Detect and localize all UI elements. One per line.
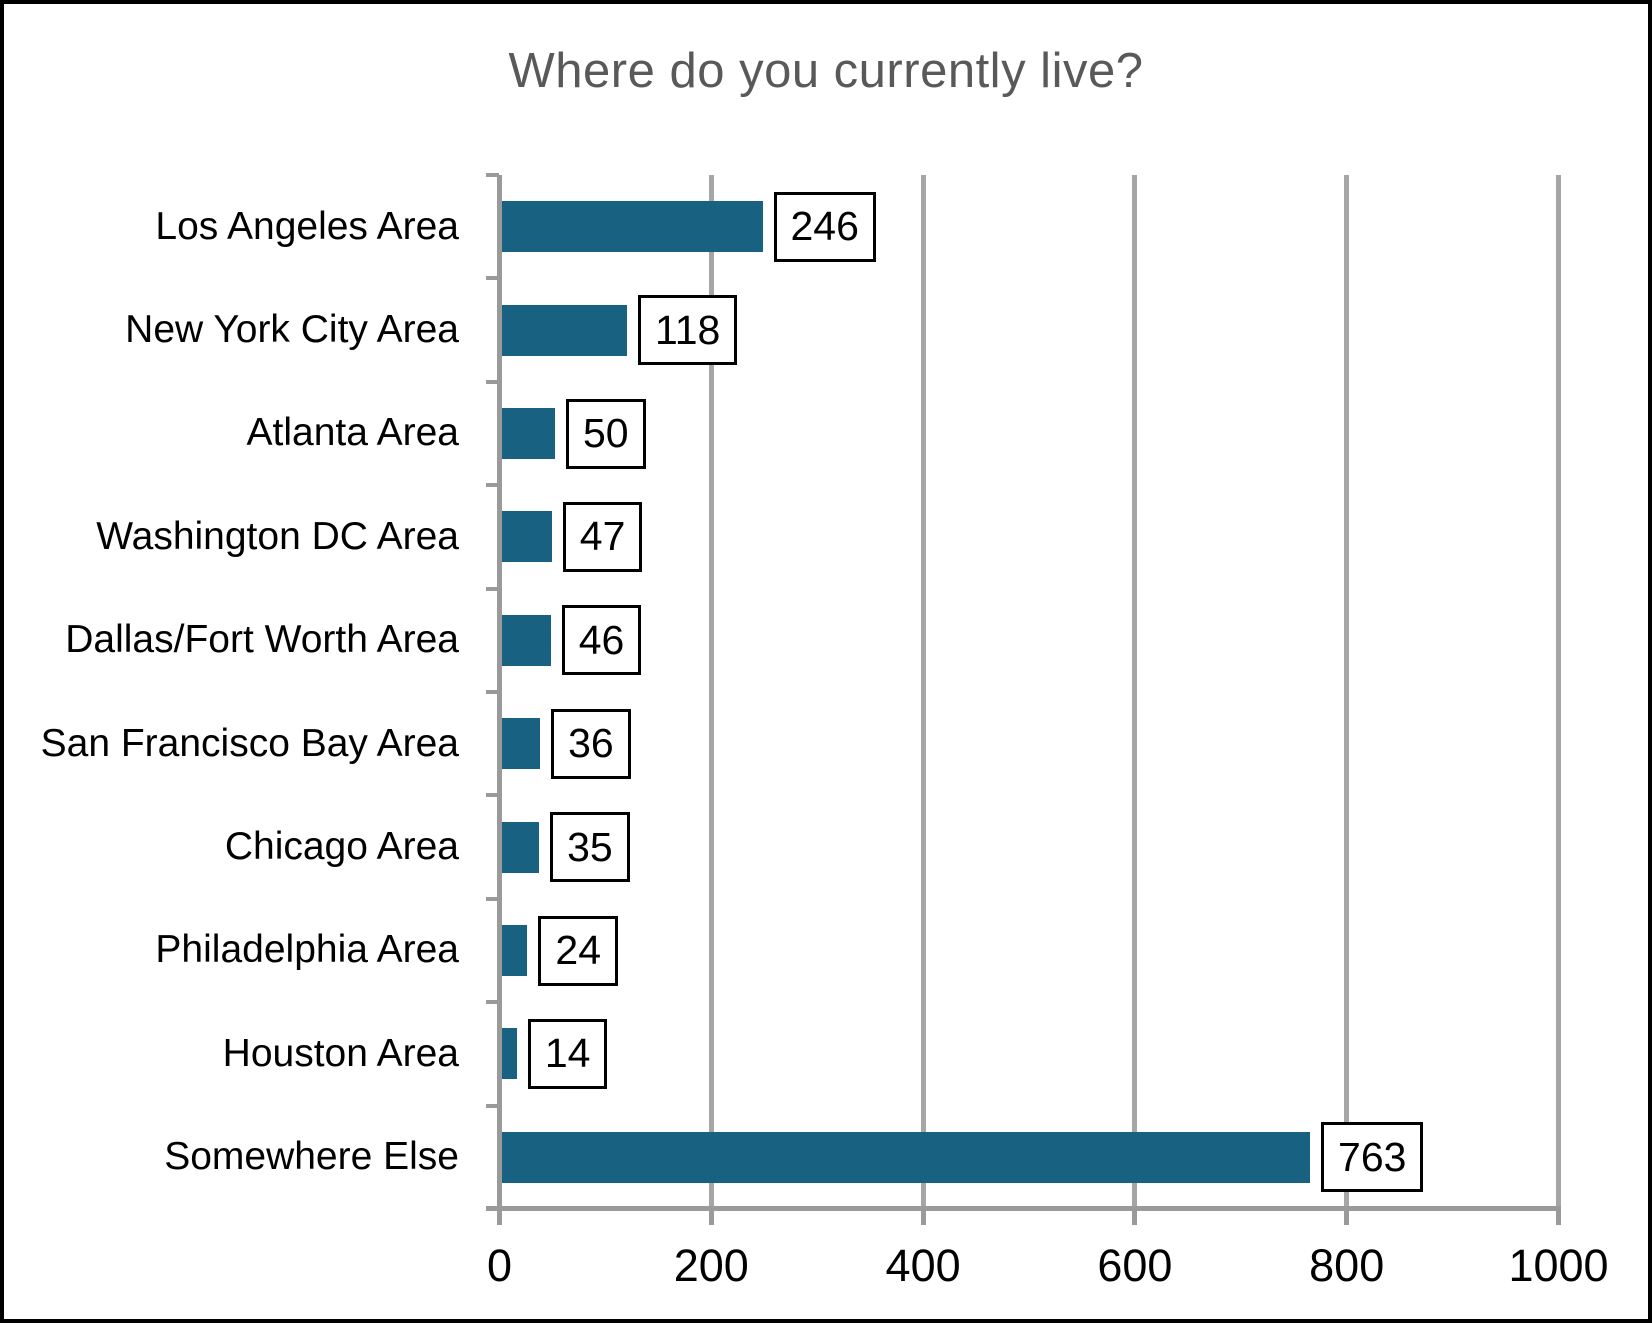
gridline [1344,175,1350,1209]
category-label: New York City Area [125,308,459,352]
bar [502,408,555,459]
category-label: Washington DC Area [96,514,459,558]
value-label: 118 [637,295,738,366]
value-tick [497,1211,502,1225]
bar [502,718,541,770]
bar [502,304,627,356]
value-tick [1556,1211,1561,1225]
category-label: San Francisco Bay Area [40,721,459,765]
category-tick [486,1000,499,1005]
value-label: 47 [562,501,643,572]
value-tick-label: 1000 [1508,1240,1609,1291]
category-tick [486,173,499,177]
value-label: 24 [538,915,619,986]
category-axis-line [497,175,502,1212]
category-label: Dallas/Fort Worth Area [65,618,459,662]
bar [502,1131,1311,1183]
value-tick [708,1211,714,1225]
category-label: Houston Area [222,1031,459,1075]
value-label: 36 [551,708,631,779]
gridline [1132,175,1138,1209]
gridline [1556,175,1561,1209]
value-tick-label: 800 [1309,1240,1385,1291]
category-label: Philadelphia Area [155,928,459,972]
bar [502,511,552,563]
value-tick [1344,1211,1350,1225]
category-tick [486,483,499,488]
category-tick [486,379,499,384]
value-label: 763 [1321,1122,1424,1193]
gridline [920,175,926,1209]
value-label: 14 [527,1018,608,1089]
category-tick [486,276,499,281]
bar [502,1028,517,1080]
bar [502,201,763,253]
chart-title: Where do you currently live? [508,44,1144,98]
value-tick-label: 400 [885,1240,961,1291]
value-label: 35 [550,812,630,883]
value-label: 46 [561,605,642,676]
value-label: 246 [773,191,876,262]
value-tick-label: 600 [1097,1240,1173,1291]
bar [502,925,528,976]
category-label: Somewhere Else [164,1135,459,1179]
value-axis-line [486,1206,1561,1211]
value-tick-label: 0 [486,1240,513,1291]
bar [502,614,551,666]
category-tick [486,1103,499,1108]
value-tick [1132,1211,1138,1225]
category-tick [486,896,499,901]
category-tick [486,586,499,591]
value-tick [920,1211,926,1225]
category-label: Chicago Area [224,825,459,869]
value-tick-label: 200 [673,1240,749,1291]
value-label: 50 [565,398,646,469]
category-tick [486,1207,499,1211]
bar [502,821,540,873]
category-label: Los Angeles Area [155,204,459,248]
category-label: Atlanta Area [246,411,459,455]
category-tick [486,793,499,798]
category-tick [486,690,499,694]
gridline [708,175,714,1209]
